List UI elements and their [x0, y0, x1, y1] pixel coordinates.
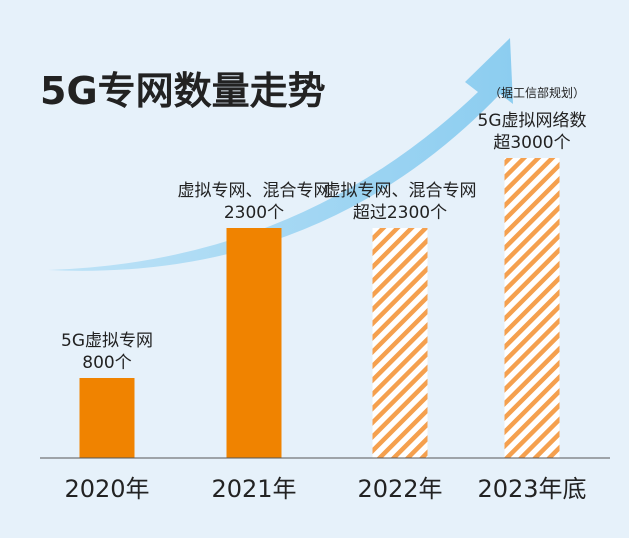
bar-3-annotation-line-1: 虚拟专网、混合专网	[324, 181, 477, 201]
x-tick-label-1: 2020年	[64, 475, 149, 503]
bar-4	[504, 158, 560, 458]
trend-arrow-icon	[48, 38, 513, 271]
annotations-group: 5G虚拟专网800个虚拟专网、混合专网2300个虚拟专网、混合专网超过2300个…	[61, 111, 587, 373]
bar-1-annotation-line-2: 800个	[82, 353, 131, 373]
bar-4-annotation-line-2: 超3000个	[493, 133, 570, 153]
x-axis-labels: 2020年 2021年 2022年 2023年底	[64, 475, 586, 503]
bar-1	[79, 378, 135, 458]
x-tick-label-4: 2023年底	[477, 475, 586, 503]
source-note: （据工信部规划）	[489, 85, 585, 100]
bar-2-annotation-line-1: 虚拟专网、混合专网	[178, 181, 331, 201]
x-tick-label-3: 2022年	[357, 475, 442, 503]
chart-title: 5G专网数量走势	[40, 69, 326, 113]
x-tick-label-2: 2021年	[211, 475, 296, 503]
bars-group	[79, 158, 560, 458]
bar-3-annotation-line-2: 超过2300个	[353, 203, 447, 223]
bar-4-annotation-line-1: 5G虚拟网络数	[478, 111, 587, 131]
bar-2-annotation-line-2: 2300个	[224, 203, 284, 223]
bar-3	[372, 228, 428, 458]
bar-1-annotation-line-1: 5G虚拟专网	[61, 331, 153, 351]
bar-2	[226, 228, 282, 458]
